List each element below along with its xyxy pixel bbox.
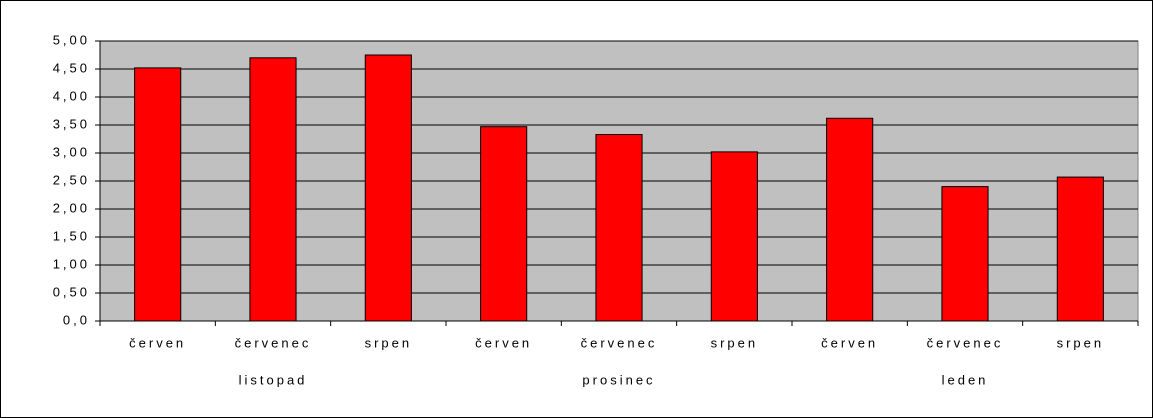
- bar: [249, 57, 297, 322]
- bar: [941, 186, 989, 322]
- group-label: leden: [942, 372, 989, 387]
- x-tick-label: srpen: [711, 335, 759, 350]
- x-tick-label: červen: [475, 335, 532, 350]
- x-tick-label: červenec: [927, 335, 1004, 350]
- bar: [595, 134, 643, 322]
- y-tick-label: 0,50: [53, 284, 90, 299]
- y-tick-label: 5,00: [53, 32, 90, 47]
- y-tick-label: 2,00: [53, 200, 90, 215]
- bar: [134, 67, 182, 322]
- group-label: prosinec: [582, 372, 655, 387]
- x-tick-label: srpen: [365, 335, 413, 350]
- y-tick-label: 3,00: [53, 144, 90, 159]
- y-tick-label: 4,00: [53, 88, 90, 103]
- bar: [364, 54, 412, 322]
- y-tick-label: 1,50: [53, 228, 90, 243]
- x-tick-label: červen: [821, 335, 878, 350]
- bar: [826, 117, 874, 322]
- bar: [1056, 176, 1104, 322]
- x-tick-label: srpen: [1057, 335, 1105, 350]
- y-tick-label: 1,00: [53, 256, 90, 271]
- x-tick-label: červen: [129, 335, 186, 350]
- y-tick-label: 2,50: [53, 172, 90, 187]
- x-tick-label: červenec: [235, 335, 312, 350]
- y-tick-label: 0,0: [63, 312, 90, 327]
- y-tick-label: 4,50: [53, 60, 90, 75]
- bar: [710, 151, 758, 322]
- y-tick-label: 3,50: [53, 116, 90, 131]
- x-tick-label: červenec: [581, 335, 658, 350]
- group-label: listopad: [239, 372, 308, 387]
- bar: [480, 126, 528, 322]
